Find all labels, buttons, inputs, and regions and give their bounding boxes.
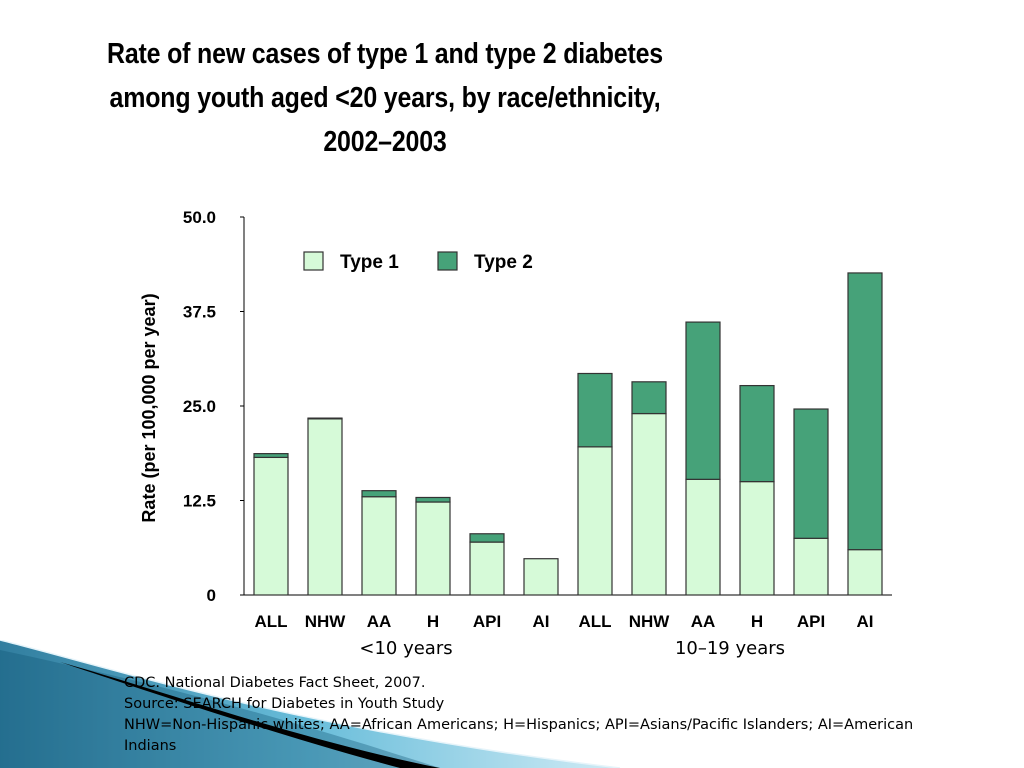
- bar-type1: [253, 456, 289, 596]
- y-tick-label: 50.0: [183, 208, 216, 227]
- x-tick-label: AI: [533, 612, 550, 631]
- bar-type2: [253, 453, 289, 459]
- citation: CDC. National Diabetes Fact Sheet, 2007.: [124, 675, 426, 691]
- bar-type1: [361, 496, 397, 596]
- bar-type2: [307, 417, 343, 420]
- notes: CDC. National Diabetes Fact Sheet, 2007.…: [124, 673, 1024, 757]
- title-line-1: Rate of new cases of type 1 and type 2 d…: [106, 38, 664, 70]
- bar-type1: [469, 541, 505, 596]
- title-line-2: among youth aged <20 years, by race/ethn…: [109, 82, 661, 114]
- bar-type1: [577, 446, 613, 596]
- bar-type2: [685, 321, 721, 480]
- x-tick-label: AI: [857, 612, 874, 631]
- x-tick-label: NHW: [305, 612, 347, 631]
- title-line-3: 2002–2003: [323, 126, 447, 158]
- group-label: 10–19 years: [675, 638, 785, 659]
- bar-type1: [793, 537, 829, 596]
- x-tick-label: ALL: [578, 612, 611, 631]
- legend-swatch: [303, 251, 324, 271]
- x-tick-label: AA: [367, 612, 392, 631]
- x-tick-label: AA: [691, 612, 716, 631]
- bar-type2: [415, 496, 451, 503]
- y-tick-label: 25.0: [183, 397, 216, 416]
- bar-type2: [847, 272, 883, 551]
- bar-type2: [793, 408, 829, 539]
- legend-label: Type 1: [340, 252, 399, 273]
- bar-type2: [361, 490, 397, 498]
- legend-swatch: [437, 251, 458, 271]
- y-tick-label: 37.5: [183, 303, 216, 322]
- bar-type2: [631, 381, 667, 415]
- x-tick-label: NHW: [629, 612, 671, 631]
- abbreviations: NHW=Non-Hispanic whites; AA=African Amer…: [124, 717, 914, 733]
- y-tick-label: 12.5: [183, 492, 216, 511]
- x-tick-label: H: [427, 612, 439, 631]
- y-axis-label: Rate (per 100,000 per year): [139, 293, 159, 522]
- bar-type2: [469, 533, 505, 543]
- x-tick-label: API: [797, 612, 825, 631]
- bar-type1: [523, 558, 559, 596]
- group-label: <10 years: [359, 638, 452, 659]
- x-tick-label: ALL: [254, 612, 287, 631]
- decorative-swoosh: [0, 640, 621, 768]
- x-tick-label: H: [751, 612, 763, 631]
- abbreviations-cont: Indians: [124, 738, 177, 754]
- bar-type1: [415, 501, 451, 596]
- bar-type2: [739, 384, 775, 483]
- bar-type1: [307, 418, 343, 596]
- bar-type1: [739, 481, 775, 596]
- bar-type1: [631, 412, 667, 596]
- bar-type1: [847, 549, 883, 596]
- bar-type2: [577, 372, 613, 448]
- bar-type1: [685, 478, 721, 596]
- bar-chart: 0 12.5 25.0 37.5 50.0 Rate (per 100,000 per y…: [139, 208, 892, 659]
- legend-label: Type 2: [474, 252, 533, 273]
- slide-title: Rate of new cases of type 1 and type 2 d…: [20, 32, 750, 164]
- y-tick-label: 0: [207, 586, 216, 605]
- source: Source: SEARCH for Diabetes in Youth Stu…: [124, 696, 445, 712]
- x-tick-label: API: [473, 612, 501, 631]
